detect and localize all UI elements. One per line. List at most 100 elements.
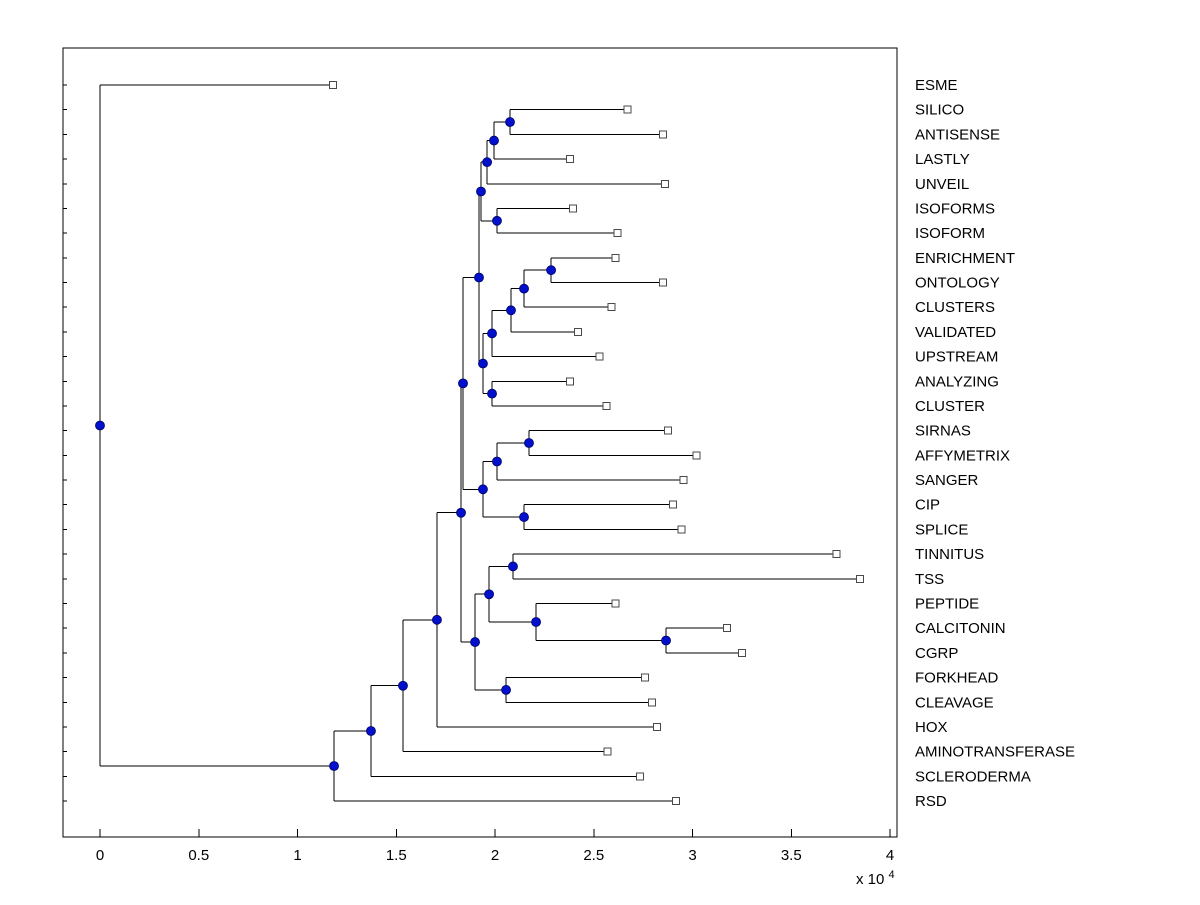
internal-node-marker: [478, 358, 488, 369]
internal-node-marker: [458, 378, 468, 389]
internal-node-marker: [487, 388, 497, 399]
leaf-label: ISOFORMS: [915, 200, 995, 217]
internal-node-marker: [95, 420, 105, 431]
leaf-label: SILICO: [915, 102, 964, 119]
leaf-label: LASTLY: [915, 151, 970, 168]
leaf-marker: [737, 648, 746, 657]
internal-node-marker: [398, 680, 408, 691]
internal-node-marker: [476, 186, 486, 197]
leaf-label: CLEAVAGE: [915, 694, 994, 711]
internal-node-marker: [487, 328, 497, 339]
leaf-labels: ESMESILICOANTISENSELASTLYUNVEILISOFORMSI…: [915, 77, 1075, 810]
leaf-marker: [668, 500, 677, 509]
leaf-label: ISOFORM: [915, 225, 985, 242]
tree-node-markers: [95, 81, 864, 806]
leaf-label: PEPTIDE: [915, 595, 979, 612]
leaf-label: ANALYZING: [915, 373, 999, 390]
internal-node-marker: [482, 157, 493, 168]
leaf-label: TINNITUS: [915, 546, 984, 563]
leaf-marker: [722, 624, 731, 633]
internal-node-marker: [484, 589, 494, 600]
leaf-marker: [566, 377, 575, 386]
leaf-marker: [855, 574, 864, 583]
leaf-label: SPLICE: [915, 521, 968, 538]
x-tick-label: 2.5: [583, 847, 604, 864]
x-tick-label: 0: [96, 847, 104, 864]
leaf-label: CIP: [915, 497, 940, 514]
x-tick-label: 2: [491, 847, 499, 864]
leaf-label: ENRICHMENT: [915, 250, 1015, 267]
internal-node-marker: [519, 512, 529, 522]
leaf-label: ESME: [915, 77, 958, 94]
internal-node-marker: [492, 215, 502, 226]
leaf-marker: [603, 747, 612, 756]
leaf-marker: [658, 278, 667, 287]
internal-node-marker: [506, 305, 516, 316]
leaf-marker: [595, 352, 604, 361]
leaf-label: RSD: [915, 793, 947, 810]
internal-node-marker: [524, 438, 534, 448]
internal-node-marker: [546, 265, 556, 276]
leaf-marker: [613, 229, 622, 238]
leaf-marker: [602, 401, 611, 410]
leaf-label: VALIDATED: [915, 324, 996, 341]
leaf-label: SCLERODERMA: [915, 768, 1031, 785]
internal-node-marker: [661, 635, 671, 646]
internal-node-marker: [432, 614, 442, 625]
leaf-marker: [658, 130, 667, 139]
leaf-marker: [679, 476, 688, 485]
internal-node-marker: [501, 685, 511, 695]
leaf-marker: [573, 327, 582, 336]
leaf-marker: [623, 105, 632, 114]
internal-node-marker: [519, 283, 529, 294]
internal-node-marker: [489, 135, 499, 146]
internal-node-marker: [531, 617, 541, 627]
internal-node-marker: [492, 456, 502, 467]
internal-node-marker: [474, 272, 484, 283]
leaf-marker: [636, 772, 645, 781]
internal-node-marker: [329, 761, 339, 771]
leaf-marker: [611, 599, 620, 608]
x-tick-label: 4: [886, 847, 894, 864]
leaf-label: UNVEIL: [915, 176, 969, 193]
leaf-marker: [671, 797, 680, 806]
internal-node-marker: [366, 726, 376, 736]
leaf-label: CALCITONIN: [915, 620, 1006, 637]
leaf-marker: [641, 673, 650, 682]
leaf-label: AFFYMETRIX: [915, 447, 1010, 464]
x-tick-label: 3.5: [781, 847, 802, 864]
axes-box: [62, 47, 898, 838]
x-axis-exponent-label: x 10 4: [856, 869, 895, 888]
leaf-label: SANGER: [915, 472, 979, 489]
leaf-marker: [652, 722, 661, 731]
leaf-marker: [566, 155, 575, 164]
leaf-marker: [569, 204, 578, 213]
leaf-marker: [677, 525, 686, 534]
leaf-marker: [832, 550, 841, 559]
leaf-marker: [692, 451, 701, 460]
leaf-label: CLUSTER: [915, 398, 985, 415]
leaf-marker: [611, 253, 620, 262]
internal-node-marker: [456, 507, 466, 518]
leaf-marker: [660, 179, 669, 188]
leaf-label: ANTISENSE: [915, 126, 1000, 143]
leaf-label: FORKHEAD: [915, 670, 999, 687]
x-tick-label: 0.5: [188, 847, 209, 864]
internal-node-marker: [478, 484, 488, 495]
leaf-label: UPSTREAM: [915, 349, 998, 366]
x-tick-label: 1.5: [386, 847, 407, 864]
x-tick-label: 1: [293, 847, 301, 864]
leaf-label: HOX: [915, 719, 948, 736]
x-tick-label: 3: [688, 847, 696, 864]
axis-ticks: [63, 84, 891, 837]
leaf-label: CGRP: [915, 645, 958, 662]
leaf-marker: [329, 81, 338, 89]
leaf-marker: [607, 303, 616, 312]
leaf-label: CLUSTERS: [915, 299, 995, 316]
leaf-marker: [648, 698, 657, 707]
leaf-label: ONTOLOGY: [915, 275, 1000, 292]
internal-node-marker: [470, 637, 480, 647]
leaf-label: SIRNAS: [915, 423, 971, 440]
